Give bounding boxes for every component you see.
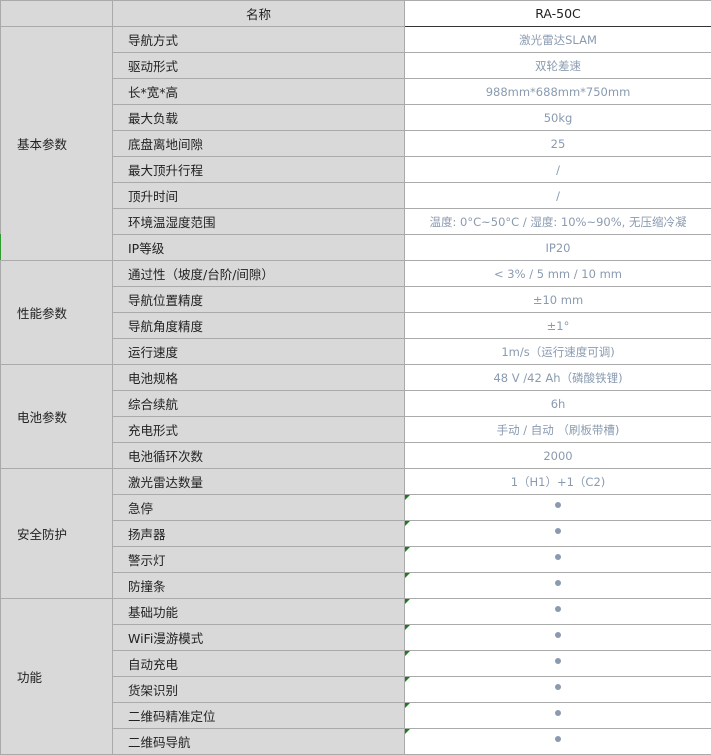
param-value-cell[interactable]: 手动 / 自动 （刷板带槽) [405,417,711,443]
comment-corner-icon [405,651,410,656]
param-value-cell[interactable]: 激光雷达SLAM [405,27,711,53]
header-model-cell[interactable]: RA-50C [405,1,711,27]
group-label-cell[interactable]: 电池参数 [1,365,113,469]
param-value-cell[interactable]: 2000 [405,443,711,469]
param-name-cell[interactable]: 充电形式 [113,417,405,443]
table-row: 功能基础功能 [1,599,711,625]
param-name-cell[interactable]: 电池循环次数 [113,443,405,469]
param-name-cell[interactable]: 最大负载 [113,105,405,131]
supported-dot-icon [555,736,561,742]
param-name-cell[interactable]: 急停 [113,495,405,521]
param-value-cell[interactable]: 988mm*688mm*750mm [405,79,711,105]
param-value-cell[interactable]: 50kg [405,105,711,131]
comment-corner-icon [405,703,410,708]
param-value-cell[interactable]: ±10 mm [405,287,711,313]
param-name-cell[interactable]: 货架识别 [113,677,405,703]
header-row: 名称 RA-50C [1,1,711,27]
group-label-cell[interactable]: 性能参数 [1,261,113,365]
header-name-cell[interactable]: 名称 [113,1,405,27]
param-value-cell[interactable] [405,651,711,677]
param-value-cell[interactable] [405,677,711,703]
param-name-cell[interactable]: 顶升时间 [113,183,405,209]
supported-dot-icon [555,502,561,508]
param-value-cell[interactable]: 温度: 0°C~50°C / 湿度: 10%~90%, 无压缩冷凝 [405,209,711,235]
param-name-cell[interactable]: 基础功能 [113,599,405,625]
param-value-cell[interactable]: 双轮差速 [405,53,711,79]
comment-corner-icon [405,573,410,578]
param-name-cell[interactable]: 激光雷达数量 [113,469,405,495]
comment-corner-icon [405,625,410,630]
param-value-cell[interactable] [405,547,711,573]
param-value-cell[interactable] [405,599,711,625]
supported-dot-icon [555,632,561,638]
param-name-cell[interactable]: 警示灯 [113,547,405,573]
param-value-cell[interactable]: 48 V /42 Ah（磷酸铁锂) [405,365,711,391]
group-label-cell[interactable]: 功能 [1,599,113,755]
param-name-cell[interactable]: 运行速度 [113,339,405,365]
param-name-cell[interactable]: 防撞条 [113,573,405,599]
param-value-cell[interactable] [405,573,711,599]
table-row: 性能参数通过性（坡度/台阶/间隙）< 3% / 5 mm / 10 mm [1,261,711,287]
param-value-cell[interactable]: 25 [405,131,711,157]
comment-corner-icon [405,547,410,552]
param-value-cell[interactable]: / [405,183,711,209]
param-value-cell[interactable]: 1m/s（运行速度可调) [405,339,711,365]
param-value-cell[interactable]: 1（H1）+1（C2) [405,469,711,495]
comment-corner-icon [405,495,410,500]
param-name-cell[interactable]: 导航方式 [113,27,405,53]
param-name-cell[interactable]: 环境温湿度范围 [113,209,405,235]
param-name-cell[interactable]: 电池规格 [113,365,405,391]
supported-dot-icon [555,684,561,690]
param-value-cell[interactable] [405,521,711,547]
param-name-cell[interactable]: WiFi漫游模式 [113,625,405,651]
header-blank-cell[interactable] [1,1,113,27]
param-value-cell[interactable] [405,625,711,651]
param-value-cell[interactable] [405,703,711,729]
supported-dot-icon [555,710,561,716]
comment-corner-icon [405,599,410,604]
comment-corner-icon [405,729,410,734]
param-name-cell[interactable]: 导航位置精度 [113,287,405,313]
param-value-cell[interactable] [405,729,711,755]
param-name-cell[interactable]: 长*宽*高 [113,79,405,105]
supported-dot-icon [555,580,561,586]
param-name-cell[interactable]: 通过性（坡度/台阶/间隙） [113,261,405,287]
param-name-cell[interactable]: 二维码精准定位 [113,703,405,729]
comment-corner-icon [405,521,410,526]
param-value-cell[interactable] [405,495,711,521]
param-value-cell[interactable]: / [405,157,711,183]
group-label-cell[interactable]: 安全防护 [1,469,113,599]
param-name-cell[interactable]: 扬声器 [113,521,405,547]
param-name-cell[interactable]: 最大顶升行程 [113,157,405,183]
param-name-cell[interactable]: 驱动形式 [113,53,405,79]
supported-dot-icon [555,554,561,560]
supported-dot-icon [555,606,561,612]
supported-dot-icon [555,658,561,664]
param-name-cell[interactable]: 二维码导航 [113,729,405,755]
table-row: 基本参数导航方式激光雷达SLAM [1,27,711,53]
param-name-cell[interactable]: IP等级 [113,235,405,261]
param-value-cell[interactable]: 6h [405,391,711,417]
param-name-cell[interactable]: 自动充电 [113,651,405,677]
supported-dot-icon [555,528,561,534]
param-name-cell[interactable]: 导航角度精度 [113,313,405,339]
param-value-cell[interactable]: IP20 [405,235,711,261]
group-label-cell[interactable]: 基本参数 [1,27,113,261]
comment-corner-icon [405,677,410,682]
param-name-cell[interactable]: 综合续航 [113,391,405,417]
param-value-cell[interactable]: < 3% / 5 mm / 10 mm [405,261,711,287]
param-name-cell[interactable]: 底盘离地间隙 [113,131,405,157]
param-value-cell[interactable]: ±1° [405,313,711,339]
